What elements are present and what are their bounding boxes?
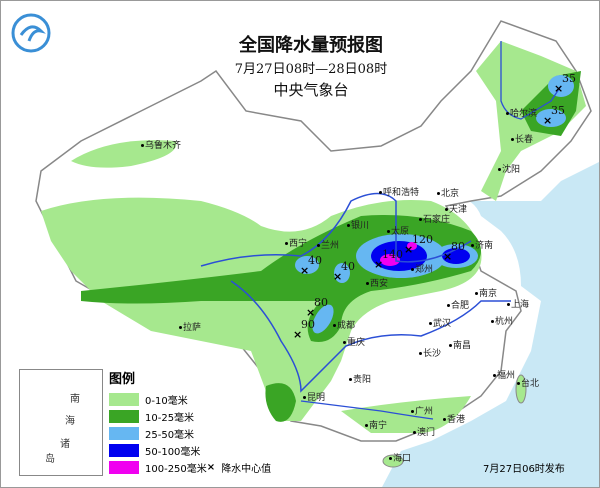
forecast-period: 7月27日08时—28日08时 bbox=[234, 62, 388, 77]
city-label: 兰州 bbox=[317, 241, 339, 252]
legend-label: 0-10毫米 bbox=[145, 395, 188, 407]
city-label: 台北 bbox=[517, 379, 539, 390]
city-label: 澳门 bbox=[413, 428, 435, 439]
city-label: 天津 bbox=[445, 205, 467, 216]
city-label: 哈尔滨 bbox=[506, 109, 537, 120]
legend-item: 50-100毫米 bbox=[109, 442, 200, 458]
city-label: 济南 bbox=[471, 241, 493, 252]
city-label: 石家庄 bbox=[419, 215, 450, 226]
inset-label: 海 bbox=[65, 416, 75, 427]
center-value: 120 bbox=[412, 233, 433, 246]
city-label: 沈阳 bbox=[498, 165, 520, 176]
legend-label: 100-250毫米 bbox=[145, 463, 207, 475]
legend-title: 图例 bbox=[109, 372, 136, 387]
city-label: 海口 bbox=[389, 454, 411, 465]
city-label: 成都 bbox=[333, 321, 355, 332]
rain-25-50-c bbox=[295, 256, 319, 274]
legend-item: 10-25毫米 bbox=[109, 408, 194, 424]
legend-swatch bbox=[109, 460, 139, 474]
center-value: 80 bbox=[451, 240, 465, 253]
legend-label: 25-50毫米 bbox=[145, 429, 195, 441]
legend-swatch bbox=[109, 392, 139, 406]
city-label: 北京 bbox=[437, 189, 459, 200]
map-title: 全国降水量预报图 bbox=[239, 35, 383, 56]
precipitation-center-icon: × bbox=[543, 114, 553, 127]
issued-time: 7月27日06时发布 bbox=[483, 464, 565, 475]
precipitation-center-icon: × bbox=[374, 258, 384, 271]
center-value: 140 bbox=[382, 248, 403, 261]
precipitation-center-icon: × bbox=[293, 328, 303, 341]
city-label: 西安 bbox=[366, 279, 388, 290]
precipitation-center-icon: × bbox=[554, 82, 564, 95]
center-label: 降水中心值 bbox=[221, 463, 272, 475]
inset-label: 岛 bbox=[45, 454, 55, 465]
city-label: 合肥 bbox=[447, 301, 469, 312]
legend-item: 100-250毫米 × 降水中心值 bbox=[109, 459, 271, 475]
agency-name: 中央气象台 bbox=[273, 81, 349, 99]
city-label: 杭州 bbox=[491, 317, 513, 328]
city-label: 南昌 bbox=[449, 341, 471, 352]
city-label: 长沙 bbox=[419, 349, 441, 360]
sea bbox=[382, 162, 599, 487]
city-label: 银川 bbox=[347, 221, 369, 232]
south-china-sea-inset: 南 海 诸 岛 bbox=[19, 369, 103, 476]
rain-10-25-yunnan bbox=[265, 383, 296, 422]
precipitation-center-icon: × bbox=[306, 306, 316, 319]
legend-swatch bbox=[109, 443, 139, 457]
center-value: 40 bbox=[341, 260, 355, 273]
center-value: 35 bbox=[562, 72, 576, 85]
rain-25-50-e bbox=[312, 304, 334, 334]
legend-swatch bbox=[109, 409, 139, 423]
city-label: 拉萨 bbox=[179, 323, 201, 334]
city-label: 太原 bbox=[387, 227, 409, 238]
precipitation-center-icon: × bbox=[300, 264, 310, 277]
city-label: 郑州 bbox=[411, 265, 433, 276]
legend-item: 0-10毫米 bbox=[109, 391, 188, 407]
legend: 南 海 诸 岛 图例 0-10毫米 10-25毫米 25-50毫米 50-100毫米 1… bbox=[9, 363, 271, 481]
city-label: 南宁 bbox=[365, 421, 387, 432]
yellow-river bbox=[200, 192, 472, 267]
legend-label: 50-100毫米 bbox=[145, 446, 201, 458]
precipitation-center-icon: × bbox=[443, 250, 453, 263]
city-label: 长春 bbox=[511, 135, 533, 146]
center-value: 35 bbox=[551, 104, 565, 117]
precipitation-center-icon: × bbox=[333, 270, 343, 283]
city-label: 呼和浩特 bbox=[379, 188, 419, 199]
city-label: 昆明 bbox=[303, 393, 325, 404]
cma-logo bbox=[11, 13, 51, 53]
center-value: 40 bbox=[308, 254, 322, 267]
rain-25-50-d bbox=[334, 263, 350, 283]
city-label: 上海 bbox=[507, 300, 529, 311]
inset-label: 诸 bbox=[60, 439, 70, 450]
city-label: 福州 bbox=[493, 371, 515, 382]
city-label: 武汉 bbox=[429, 319, 451, 330]
legend-item: 25-50毫米 bbox=[109, 425, 194, 441]
city-label: 重庆 bbox=[343, 338, 365, 349]
inset-label: 南 bbox=[70, 394, 80, 405]
center-value: 80 bbox=[314, 296, 328, 309]
city-label: 南京 bbox=[475, 289, 497, 300]
center-value: 90 bbox=[301, 318, 315, 331]
city-label: 贵阳 bbox=[349, 375, 371, 386]
city-label: 广州 bbox=[411, 407, 433, 418]
precipitation-center-icon: × bbox=[404, 243, 414, 256]
rain-25-50-g bbox=[536, 109, 566, 127]
legend-swatch bbox=[109, 426, 139, 440]
city-label: 乌鲁木齐 bbox=[141, 141, 181, 152]
center-symbol-icon: × bbox=[206, 461, 216, 473]
legend-label: 10-25毫米 bbox=[145, 412, 195, 424]
city-label: 香港 bbox=[443, 415, 465, 426]
rain-100-250 bbox=[380, 254, 400, 266]
rain-100-250-b bbox=[407, 242, 417, 250]
city-label: 西宁 bbox=[285, 239, 307, 250]
